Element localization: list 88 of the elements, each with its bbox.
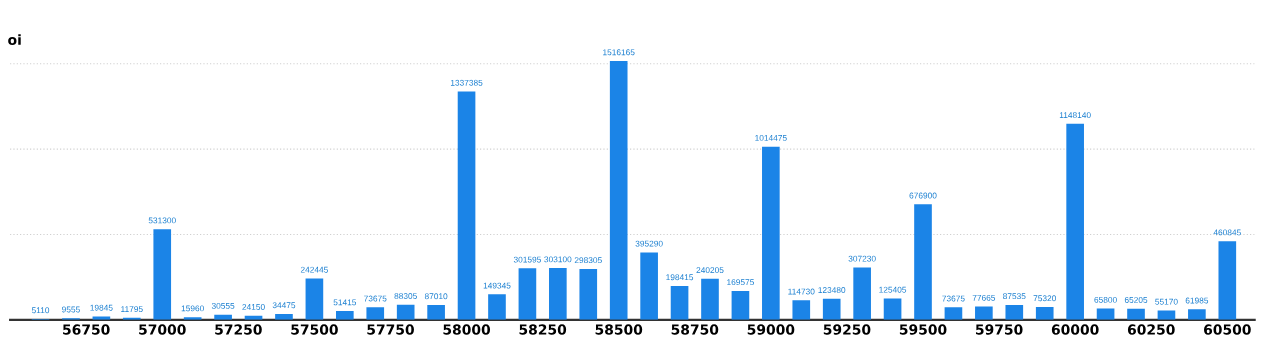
bar <box>731 290 750 320</box>
x-tick-label: 56750 <box>63 324 110 335</box>
bar <box>853 267 871 320</box>
data-label: 531300 <box>148 217 176 224</box>
data-label: 1516165 <box>603 49 635 56</box>
bar <box>1218 241 1237 320</box>
data-label: 1337385 <box>450 79 483 86</box>
bar <box>336 311 354 320</box>
x-tick-label: 57250 <box>215 324 262 335</box>
bar <box>396 304 415 320</box>
data-label: 676900 <box>909 192 937 199</box>
data-label: 51415 <box>333 299 357 306</box>
bar <box>488 294 506 320</box>
bar <box>1005 304 1024 320</box>
data-label: 460845 <box>1213 229 1241 236</box>
data-label: 61985 <box>1185 297 1209 304</box>
data-label: 5110 <box>31 307 50 314</box>
data-label: 19845 <box>90 304 113 311</box>
data-label: 73675 <box>942 295 965 302</box>
bar <box>153 229 172 320</box>
data-label: 307230 <box>848 255 876 262</box>
x-tick-label: 59250 <box>823 324 871 335</box>
data-label: 123480 <box>818 287 846 293</box>
bar <box>762 146 780 320</box>
data-label: 88305 <box>394 293 417 299</box>
data-label: 198415 <box>666 274 694 281</box>
bar <box>457 91 476 320</box>
x-tick-label: 57500 <box>291 324 338 335</box>
data-label: 298305 <box>574 257 602 264</box>
data-label: 77665 <box>972 294 996 301</box>
data-label: 24150 <box>242 304 265 310</box>
data-label: 125405 <box>879 286 907 293</box>
data-label: 55170 <box>1155 298 1178 305</box>
data-label: 65800 <box>1094 296 1117 303</box>
bar <box>883 298 902 320</box>
bar <box>975 306 993 320</box>
data-label: 30555 <box>211 302 235 309</box>
bar <box>518 268 537 320</box>
bar <box>701 278 719 320</box>
bar <box>670 285 689 320</box>
data-label: 114730 <box>788 288 815 295</box>
bar <box>366 307 385 320</box>
data-label: 301595 <box>513 256 541 263</box>
data-label: 34475 <box>272 302 296 309</box>
data-label: 395290 <box>635 240 663 247</box>
data-label: 242445 <box>300 266 328 273</box>
data-label: 9555 <box>62 306 80 313</box>
x-tick-label: 58750 <box>671 324 719 335</box>
bar <box>1127 308 1145 320</box>
bar <box>1035 307 1054 320</box>
data-label: 15960 <box>181 305 204 312</box>
x-tick-label: 59750 <box>975 324 1023 335</box>
data-label: 149345 <box>483 282 511 289</box>
bar <box>640 252 658 320</box>
bar <box>1188 309 1206 320</box>
data-label: 11795 <box>121 306 143 313</box>
data-label: 73675 <box>364 295 387 302</box>
bar <box>914 204 932 320</box>
x-tick-label: 59000 <box>747 324 795 335</box>
bar <box>792 300 811 320</box>
x-tick-label: 59500 <box>899 324 947 335</box>
x-tick-label: 57750 <box>367 324 414 335</box>
bar <box>1157 310 1176 320</box>
x-tick-label: 57000 <box>139 324 186 335</box>
x-tick-label: 60250 <box>1127 324 1175 335</box>
y-axis-title: oi <box>8 34 21 45</box>
data-label: 87010 <box>424 293 448 300</box>
data-label: 240205 <box>696 267 724 274</box>
data-label: 1148140 <box>1059 112 1091 119</box>
data-label: 65205 <box>1124 297 1148 303</box>
bar <box>822 298 841 320</box>
x-tick-label: 58000 <box>443 324 491 335</box>
bar <box>1066 123 1084 320</box>
bar <box>579 268 598 320</box>
data-label: 303100 <box>544 256 572 263</box>
bar <box>944 307 963 320</box>
bar <box>427 305 445 320</box>
x-tick-label: 58500 <box>595 324 643 335</box>
x-tick-label: 60000 <box>1051 324 1099 335</box>
x-tick-label: 58250 <box>519 324 567 335</box>
x-tick-label: 60500 <box>1204 324 1251 335</box>
data-label: 169575 <box>727 279 754 286</box>
data-label: 1014475 <box>755 134 787 141</box>
bar <box>549 268 567 320</box>
bar <box>305 278 324 320</box>
data-label: 87535 <box>1003 293 1026 300</box>
data-label: 75320 <box>1033 295 1056 302</box>
bar <box>609 61 628 320</box>
